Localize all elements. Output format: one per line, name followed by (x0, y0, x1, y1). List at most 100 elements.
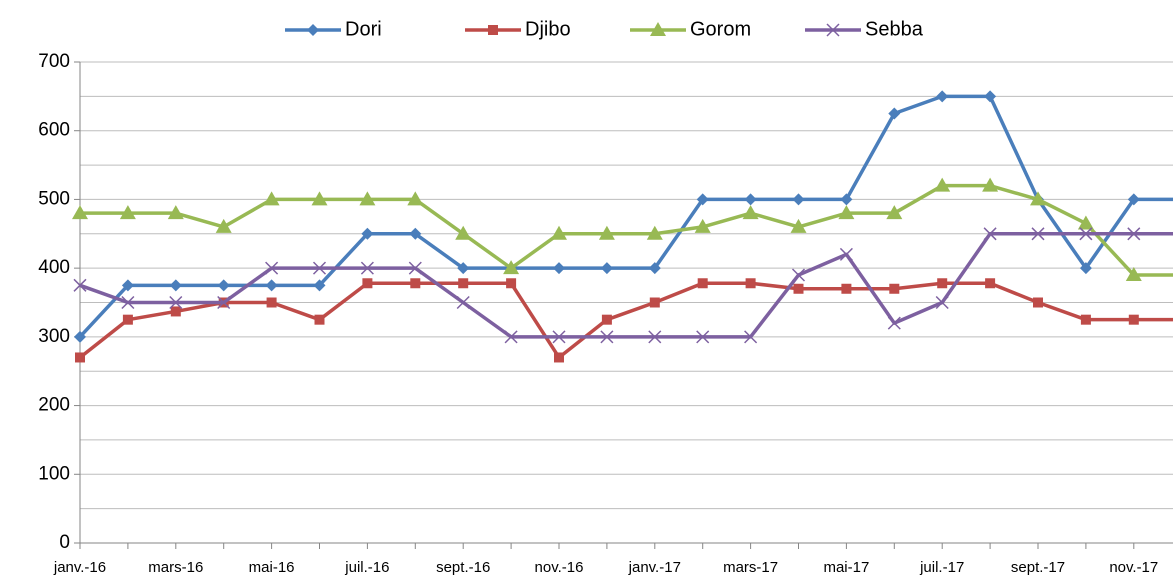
x-tick-label: sept.-17 (1011, 559, 1065, 576)
marker (985, 278, 996, 289)
marker (839, 247, 853, 261)
marker (407, 191, 424, 206)
y-tick-label: 0 (59, 532, 70, 553)
marker (551, 225, 567, 240)
marker (742, 205, 759, 220)
y-tick-label: 600 (38, 120, 70, 141)
marker (826, 23, 840, 37)
marker (457, 262, 470, 275)
series-line (79, 232, 1173, 339)
marker (410, 278, 421, 289)
marker (792, 193, 805, 206)
x-tick-label: mai-16 (249, 559, 295, 576)
marker (313, 279, 326, 292)
marker (217, 295, 231, 310)
x-tick-label: mars-16 (148, 559, 203, 576)
x-tick-label: nov.-16 (535, 559, 584, 576)
marker (170, 306, 181, 317)
marker (840, 193, 853, 206)
marker (72, 205, 88, 220)
marker (215, 218, 232, 233)
legend-item: Gorom (630, 18, 751, 40)
marker (935, 295, 949, 310)
marker (1127, 227, 1141, 241)
marker (648, 262, 661, 275)
marker (458, 278, 469, 289)
marker (1127, 193, 1140, 206)
marker (1077, 215, 1094, 230)
marker (409, 227, 422, 240)
marker (983, 227, 997, 241)
marker (745, 278, 756, 289)
x-tick-label: nov.-17 (1109, 559, 1158, 576)
marker (600, 330, 614, 344)
marker (649, 297, 660, 308)
marker (263, 191, 280, 206)
legend-item: Sebba (805, 18, 924, 40)
marker (122, 314, 133, 325)
marker (889, 283, 900, 294)
y-tick-label: 200 (38, 395, 70, 416)
marker (601, 314, 612, 325)
marker (312, 261, 327, 275)
marker (744, 330, 758, 344)
y-tick-label: 100 (38, 463, 70, 484)
marker (552, 330, 566, 344)
marker (600, 262, 613, 275)
marker (217, 279, 230, 292)
marker (359, 191, 376, 206)
legend-item: Djibo (465, 18, 571, 40)
legend-label: Dori (345, 18, 382, 40)
marker (1128, 314, 1139, 325)
marker (488, 25, 498, 35)
y-tick-label: 400 (38, 257, 70, 278)
marker (791, 268, 806, 282)
marker (119, 205, 136, 220)
marker (888, 107, 901, 120)
marker (841, 283, 852, 294)
marker (504, 330, 518, 344)
series-line (80, 183, 1173, 277)
x-tick-label: juil.-17 (919, 559, 964, 576)
marker (307, 24, 319, 36)
marker (793, 283, 804, 294)
y-tick-label: 700 (38, 51, 70, 72)
marker (886, 205, 903, 220)
marker (790, 218, 807, 233)
marker (650, 22, 666, 36)
marker (982, 177, 999, 192)
legend-label: Sebba (865, 18, 924, 40)
marker (266, 297, 277, 308)
marker (553, 262, 565, 275)
marker (361, 227, 374, 240)
marker (648, 330, 662, 344)
marker (598, 225, 615, 240)
marker (697, 278, 708, 289)
legend-item: Dori (285, 18, 382, 40)
marker (503, 260, 520, 275)
marker (167, 205, 184, 220)
series-line (78, 94, 1173, 339)
marker (1080, 314, 1091, 325)
series-line (78, 281, 1173, 360)
marker (937, 278, 948, 289)
marker (696, 330, 710, 344)
marker (934, 177, 951, 192)
x-tick-label: juil.-16 (344, 559, 389, 576)
marker (74, 330, 86, 343)
marker (744, 193, 757, 206)
marker (838, 205, 855, 220)
marker (1030, 191, 1046, 206)
marker (265, 261, 279, 275)
marker (1125, 267, 1142, 282)
marker (169, 279, 182, 292)
x-tick-label: janv.-17 (628, 559, 681, 576)
marker (696, 193, 709, 206)
marker (314, 314, 325, 325)
marker (554, 352, 564, 363)
marker (506, 278, 517, 289)
x-tick-label: janv.-16 (53, 559, 106, 576)
marker (1033, 297, 1043, 308)
marker (362, 278, 373, 289)
